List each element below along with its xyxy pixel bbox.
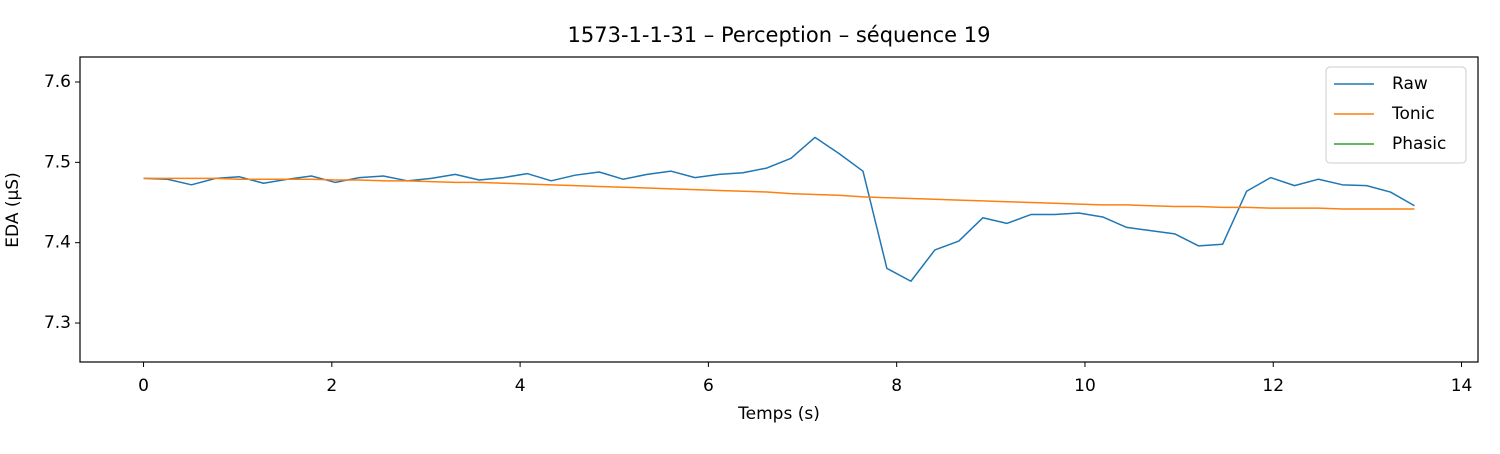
x-tick-label: 12: [1262, 376, 1284, 396]
y-tick-label: 7.6: [44, 72, 71, 92]
legend-label: Phasic: [1392, 134, 1446, 154]
legend-label: Tonic: [1391, 104, 1435, 124]
x-tick-label: 6: [703, 376, 714, 396]
x-tick-label: 0: [138, 376, 149, 396]
x-tick-label: 10: [1074, 376, 1096, 396]
plot-area: [143, 136, 1415, 282]
y-tick-label: 7.4: [44, 233, 71, 253]
y-tick-label: 7.5: [44, 152, 71, 172]
y-axis-label: EDA (µS): [3, 172, 23, 247]
axes-frame: [79, 56, 1479, 363]
x-tick-label: 8: [891, 376, 902, 396]
x-tick-label: 4: [515, 376, 526, 396]
x-tick-label: 2: [326, 376, 337, 396]
line-series: [143, 177, 1415, 210]
x-axis-label: Temps (s): [737, 404, 820, 424]
y-tick-label: 7.3: [44, 313, 71, 333]
legend-box: [1325, 66, 1467, 164]
chart-title: 1573-1-1-31 – Perception – séquence 19: [568, 23, 991, 47]
legend-label: Raw: [1392, 74, 1428, 94]
line-series: [143, 136, 1415, 282]
legend: Raw Tonic Phasic: [1325, 66, 1467, 164]
x-tick-label: 14: [1451, 376, 1473, 396]
